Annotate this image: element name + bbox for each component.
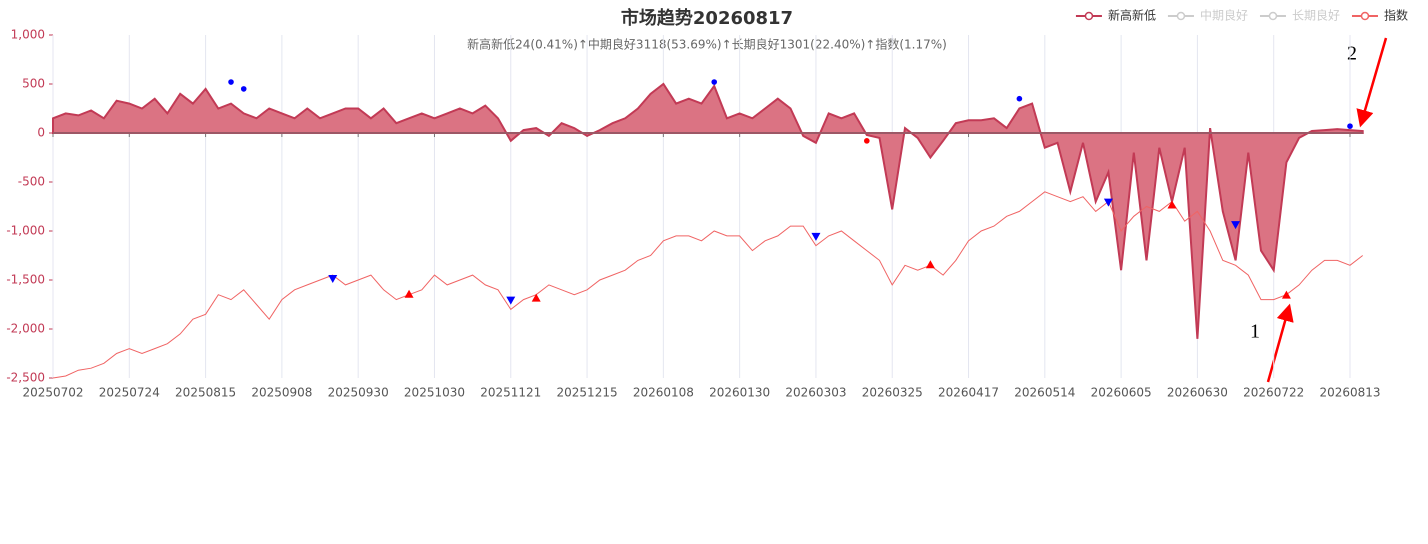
marker-triangle: [1231, 221, 1241, 230]
y-tick-label: -1,500: [6, 273, 45, 287]
x-tick-label: 20250930: [328, 386, 389, 400]
legend-label[interactable]: 长期良好: [1292, 8, 1340, 23]
marker-triangle: [506, 296, 516, 305]
marker-point: [1347, 123, 1353, 129]
y-tick-label: -500: [18, 175, 45, 189]
legend-label[interactable]: 新高新低: [1108, 8, 1156, 23]
annotation-arrow: [1356, 37, 1388, 128]
x-tick-label: 20251121: [480, 386, 541, 400]
legend-label[interactable]: 指数: [1384, 8, 1408, 23]
x-tick-label: 20250815: [175, 386, 236, 400]
y-tick-label: -1,000: [6, 224, 45, 238]
y-tick-label: -2,500: [6, 371, 45, 385]
y-tick-label: -2,000: [6, 322, 45, 336]
x-tick-label: 20260325: [862, 386, 923, 400]
x-tick-label: 20260722: [1243, 386, 1304, 400]
x-tick-label: 20250702: [22, 386, 83, 400]
annotation: 2: [1347, 43, 1357, 65]
marker-triangle: [1281, 290, 1291, 299]
marker-triangle: [811, 232, 821, 241]
x-tick-label: 20250908: [251, 386, 312, 400]
x-tick-label: 20260813: [1319, 386, 1380, 400]
x-tick-label: 20260630: [1167, 386, 1228, 400]
marker-point: [864, 138, 870, 144]
x-tick-label: 20251030: [404, 386, 465, 400]
x-tick-label: 20260417: [938, 386, 999, 400]
marker-point: [228, 79, 234, 85]
legend-icon[interactable]: [1268, 11, 1278, 21]
y-tick-label: 0: [37, 126, 45, 140]
x-tick-label: 20260605: [1091, 386, 1152, 400]
legend-icon[interactable]: [1084, 11, 1094, 21]
marker-triangle: [1167, 200, 1177, 209]
marker-triangle: [1103, 198, 1113, 207]
x-tick-label: 20250724: [99, 386, 160, 400]
legend-label[interactable]: 中期良好: [1200, 8, 1248, 23]
marker-triangle: [531, 293, 541, 302]
x-tick-label: 20260108: [633, 386, 694, 400]
marker-triangle: [925, 260, 935, 269]
y-tick-label: 500: [22, 77, 45, 91]
marker-point: [711, 79, 718, 85]
line: [52, 191, 1364, 379]
annotation-arrow: [1266, 303, 1294, 383]
marker-triangle: [328, 275, 338, 284]
x-tick-label: 20260303: [785, 386, 846, 400]
legend-icon[interactable]: [1176, 11, 1186, 21]
annotation: 1: [1250, 321, 1260, 343]
area: [52, 82, 1364, 339]
marker-triangle: [404, 289, 414, 298]
x-tick-label: 20251215: [557, 386, 618, 400]
legend-icon[interactable]: [1360, 11, 1370, 21]
marker-point: [240, 86, 247, 92]
marker-point: [1016, 95, 1023, 102]
chart-title: 市场趋势20260817: [621, 7, 793, 29]
x-tick-label: 20260130: [709, 386, 770, 400]
chart-subtitle: 新高新低24(0.41%)↑中期良好3118(53.69%)↑长期良好1301(…: [467, 37, 947, 52]
x-tick-label: 20260514: [1014, 386, 1075, 400]
y-tick-label: 1,000: [11, 28, 45, 42]
